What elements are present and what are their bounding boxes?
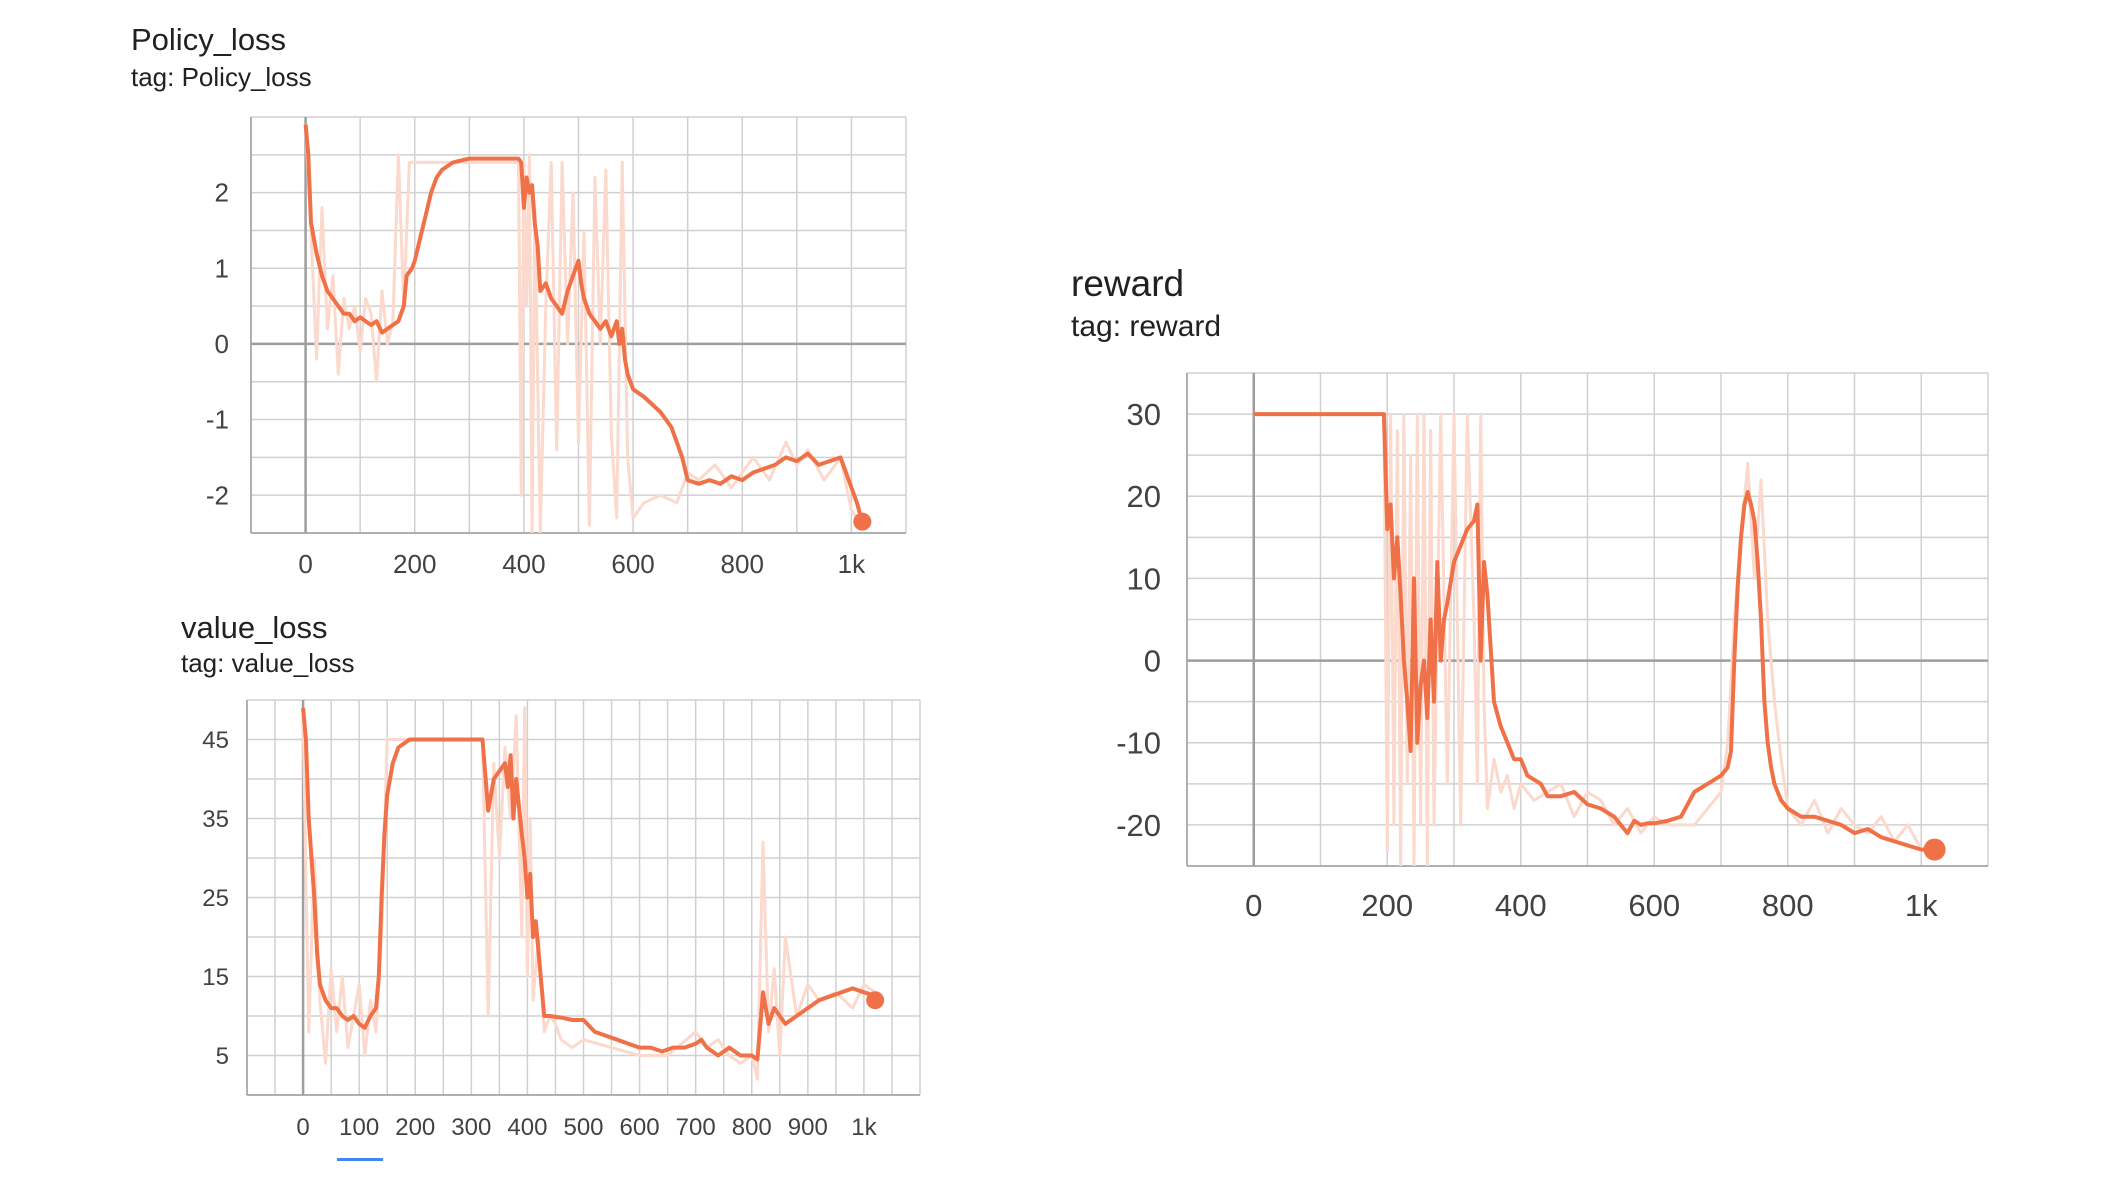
chart-title: Policy_loss bbox=[131, 22, 287, 57]
x-tick-label: 1k bbox=[838, 549, 866, 579]
x-tick-label: 500 bbox=[563, 1114, 603, 1141]
series-smoothed-line bbox=[1253, 412, 1935, 852]
x-tick-label: 400 bbox=[502, 549, 545, 579]
chart-tag: tag: Policy_loss bbox=[131, 62, 312, 92]
last-value-marker bbox=[853, 512, 872, 531]
x-tick-label: 600 bbox=[1628, 888, 1680, 923]
x-tick-label: 600 bbox=[620, 1114, 660, 1141]
y-tick-label: 25 bbox=[202, 885, 229, 912]
y-tick-label: 5 bbox=[216, 1043, 229, 1070]
x-tick-label: 200 bbox=[393, 549, 436, 579]
x-tick-label: 200 bbox=[395, 1114, 435, 1141]
chart-tag: tag: reward bbox=[1071, 310, 1222, 343]
y-tick-label: 30 bbox=[1127, 397, 1161, 432]
x-tick-label: 0 bbox=[296, 1114, 309, 1141]
series-raw-line bbox=[301, 706, 876, 1081]
y-tick-label: 1 bbox=[215, 253, 229, 283]
series-raw-line bbox=[1253, 412, 1936, 866]
series-smoothed-line bbox=[303, 124, 865, 523]
y-tick-label: -2 bbox=[206, 480, 229, 510]
y-tick-label: 45 bbox=[202, 727, 229, 754]
y-tick-label: 10 bbox=[1127, 561, 1161, 596]
x-tick-label: 300 bbox=[451, 1114, 491, 1141]
x-tick-label: 200 bbox=[1361, 888, 1413, 923]
x-tick-label: 100 bbox=[339, 1114, 379, 1141]
y-tick-label: -20 bbox=[1116, 808, 1161, 843]
x-tick-label: 1k bbox=[1905, 888, 1938, 923]
x-tick-label: 0 bbox=[298, 549, 312, 579]
y-tick-label: 20 bbox=[1127, 479, 1161, 514]
x-tick-label: 800 bbox=[721, 549, 764, 579]
series-smoothed-line bbox=[301, 707, 877, 1062]
last-value-marker bbox=[866, 991, 885, 1010]
chart-tag: tag: value_loss bbox=[181, 648, 355, 678]
y-tick-label: 35 bbox=[202, 806, 229, 833]
y-tick-label: -10 bbox=[1116, 726, 1161, 761]
last-value-marker bbox=[1923, 838, 1946, 861]
x-tick-label: 0 bbox=[1245, 888, 1262, 923]
chart-title: value_loss bbox=[181, 610, 328, 645]
chart-title: reward bbox=[1071, 263, 1185, 304]
x-tick-label: 400 bbox=[1495, 888, 1547, 923]
y-tick-label: -1 bbox=[206, 405, 229, 435]
x-tick-label: 800 bbox=[1762, 888, 1814, 923]
y-tick-label: 15 bbox=[202, 964, 229, 991]
x-tick-label: 1k bbox=[851, 1114, 877, 1141]
x-tick-label: 700 bbox=[676, 1114, 716, 1141]
scrollbar-indicator[interactable] bbox=[337, 1158, 383, 1161]
series-raw-line bbox=[304, 124, 864, 533]
y-tick-label: 0 bbox=[1144, 643, 1161, 678]
x-tick-label: 600 bbox=[611, 549, 654, 579]
y-tick-label: 0 bbox=[215, 329, 229, 359]
y-tick-label: 2 bbox=[215, 178, 229, 208]
x-tick-label: 900 bbox=[788, 1114, 828, 1141]
x-tick-label: 400 bbox=[507, 1114, 547, 1141]
x-tick-label: 800 bbox=[732, 1114, 772, 1141]
